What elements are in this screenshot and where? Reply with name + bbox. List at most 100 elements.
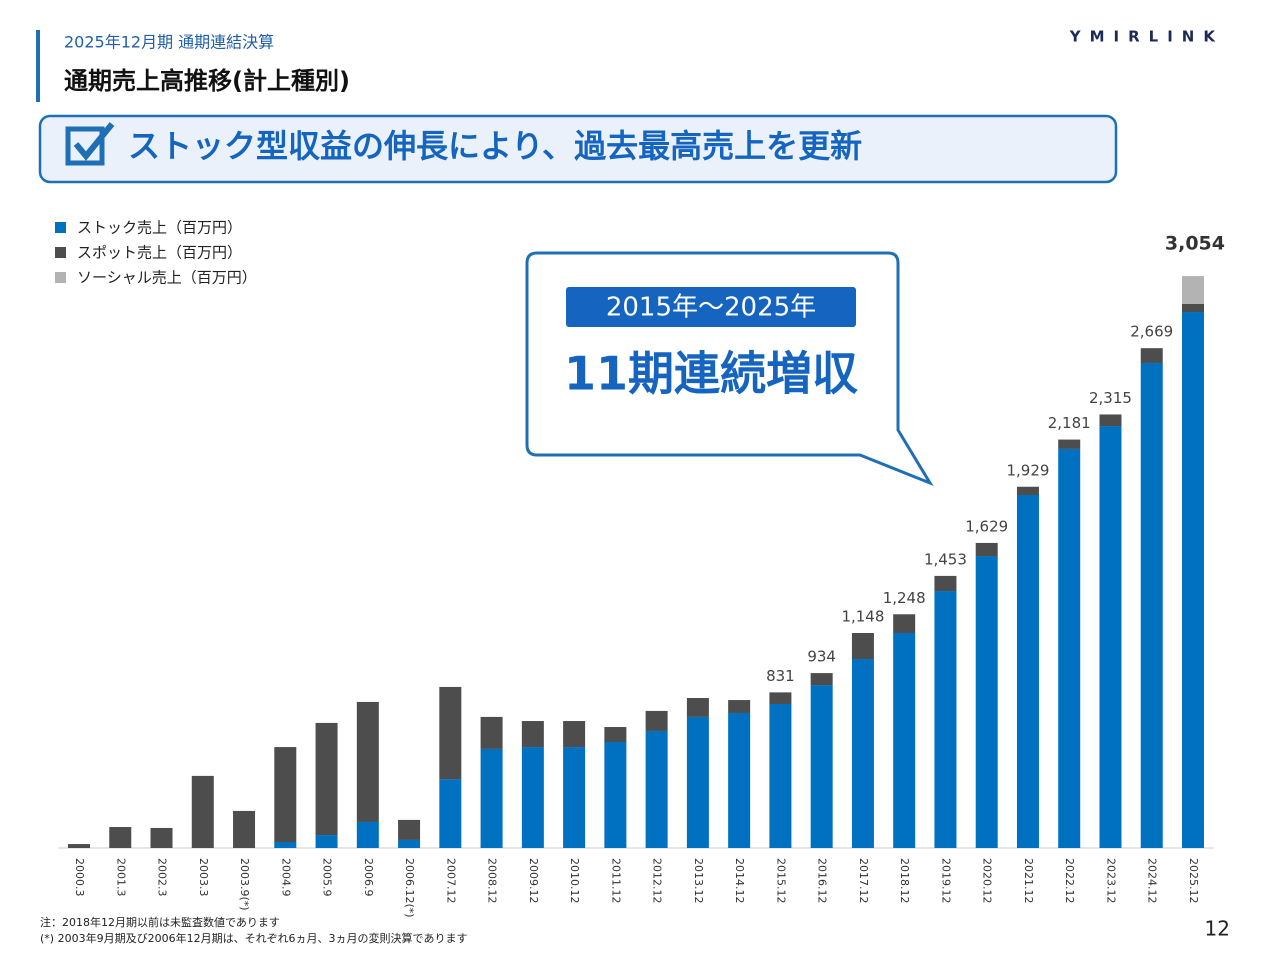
bar-segment	[1140, 348, 1163, 363]
x-tick-label: 2018.12	[898, 858, 911, 904]
bar-segment	[356, 701, 379, 822]
x-tick-label: 2003.9(*)	[238, 858, 251, 911]
x-tick-label: 2007.12	[444, 858, 457, 904]
callout-text: 11期連続増収	[564, 347, 858, 401]
total-label: 1,453	[924, 550, 967, 568]
bar-segment	[975, 556, 998, 848]
bar-segment	[563, 721, 586, 748]
bar-segment	[645, 710, 668, 731]
bar-segment	[851, 659, 874, 848]
x-tick-label: 2001.3	[114, 858, 127, 897]
check-icon	[65, 122, 115, 166]
total-label: 1,629	[965, 517, 1008, 535]
bar-segment	[274, 747, 297, 843]
x-tick-label: 2006.9	[362, 858, 375, 897]
bar-segment	[1099, 414, 1122, 427]
x-tick-label: 2008.12	[486, 858, 499, 904]
x-tick-label: 2019.12	[939, 858, 952, 904]
bar-segment	[480, 716, 503, 749]
bar-segment	[398, 819, 421, 840]
bar-segment	[1016, 486, 1039, 495]
x-tick-label: 2004.9	[279, 858, 292, 897]
bar-segment	[645, 730, 668, 848]
logo: YMIRLINK	[1069, 28, 1224, 46]
legend-swatch	[55, 222, 66, 233]
x-tick-label: 2023.12	[1104, 858, 1117, 904]
legend-label: ストック売上（百万円）	[77, 219, 242, 237]
bar-segment	[893, 633, 916, 848]
bar-segment	[934, 575, 957, 592]
bar-segment	[686, 716, 709, 848]
x-tick-label: 2025.12	[1187, 858, 1200, 904]
x-tick-label: 2014.12	[733, 858, 746, 904]
x-tick-label: 2021.12	[1022, 858, 1035, 904]
bar-segment	[893, 614, 916, 634]
subtitle: 2025年12月期 通期連結決算	[64, 33, 274, 52]
note: (*) 2003年9月期及び2006年12月期は、それぞれ6ヵ月、3ヵ月の変則決…	[40, 931, 467, 945]
x-tick-label: 2020.12	[981, 858, 994, 903]
x-tick-label: 2015.12	[774, 858, 787, 904]
header-bar	[36, 30, 40, 102]
bar-segment	[1058, 448, 1081, 848]
x-tick-label: 2012.12	[651, 858, 664, 904]
callout-tag	[566, 287, 856, 327]
banner	[38, 114, 1118, 184]
bar-segment	[439, 779, 462, 848]
legend-swatch	[55, 247, 66, 258]
bar-segment	[810, 685, 833, 848]
x-tick-label: 2022.12	[1063, 858, 1076, 904]
x-tick-label: 2024.12	[1146, 858, 1159, 904]
page-number: 12	[1205, 917, 1230, 941]
bar-segment	[1016, 494, 1039, 848]
bar-segment	[68, 844, 90, 848]
x-tick-label: 2000.3	[73, 858, 86, 897]
bar-segment	[1140, 362, 1163, 848]
total-label: 934	[807, 648, 836, 666]
bar-segment	[934, 591, 957, 848]
x-tick-label: 2017.12	[857, 858, 870, 904]
total-label: 1,929	[1006, 461, 1049, 479]
total-label: 2,315	[1089, 389, 1132, 407]
legend-swatch	[55, 272, 66, 283]
bar-segment	[728, 700, 751, 713]
title: 通期売上高推移(計上種別)	[64, 67, 350, 95]
bar-segment	[274, 842, 297, 848]
bar-segment	[398, 839, 421, 848]
x-tick-label: 2013.12	[692, 858, 705, 904]
bar-segment	[191, 775, 214, 848]
bar-segment	[1099, 426, 1122, 848]
total-label: 1,248	[883, 589, 926, 607]
bar-segment	[769, 703, 792, 848]
bar-segment	[851, 633, 874, 660]
bar-segment	[233, 810, 256, 848]
bar-segment	[604, 727, 627, 743]
bar-segment	[728, 712, 751, 848]
total-label: 831	[766, 667, 795, 685]
x-tick-label: 2010.12	[568, 858, 581, 904]
bar-segment	[604, 742, 627, 848]
bar-segment	[356, 821, 379, 848]
bar-segment	[1182, 312, 1204, 848]
x-tick-label: 2016.12	[816, 858, 829, 904]
bar-segment	[150, 827, 173, 848]
x-tick-label: 2011.12	[609, 858, 622, 904]
total-label: 3,054	[1165, 233, 1225, 255]
x-tick-label: 2002.3	[156, 858, 169, 897]
total-label: 2,669	[1130, 323, 1173, 341]
bar-segment	[315, 835, 338, 848]
bar-segment	[439, 686, 462, 780]
bar-segment	[1182, 276, 1204, 304]
x-tick-label: 2009.12	[527, 858, 540, 904]
callout-period: 2015年～2025年	[606, 293, 816, 323]
bar-segment	[109, 827, 132, 848]
bar-segment	[480, 748, 503, 848]
total-label: 1,148	[841, 608, 884, 626]
legend-label: スポット売上（百万円）	[77, 244, 242, 262]
bar-segment	[975, 542, 998, 557]
bar-segment	[521, 747, 544, 848]
bar-segment	[686, 697, 709, 717]
x-tick-label: 2003.3	[197, 858, 210, 897]
bar-segment	[810, 673, 833, 686]
bar-segment	[315, 722, 338, 836]
